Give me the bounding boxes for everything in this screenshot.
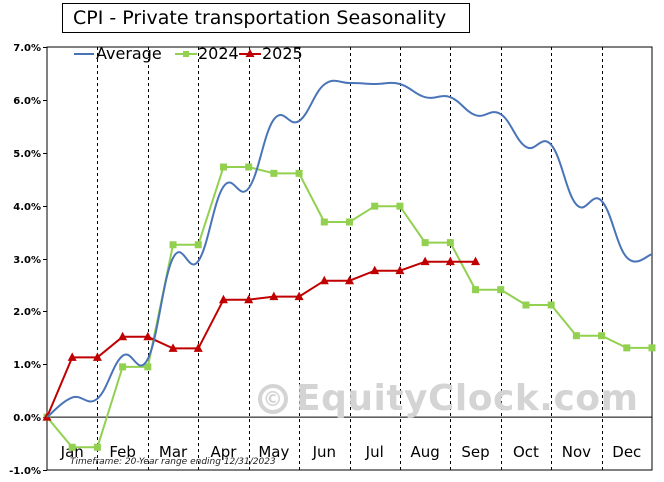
- series-point-2024: [93, 443, 101, 451]
- x-tick-label: May: [258, 443, 289, 461]
- x-tick-label: Nov: [562, 443, 591, 461]
- series-point-2024: [295, 169, 303, 177]
- y-tick-label: 4.0%: [13, 202, 41, 213]
- series-point-2024: [497, 286, 505, 294]
- series-point-2025: [395, 265, 405, 275]
- series-point-2024: [623, 344, 631, 352]
- series-point-2024: [446, 239, 454, 247]
- series-point-2024: [68, 443, 76, 451]
- legend-swatch-2024: [175, 51, 197, 57]
- y-tick-label: 1.0%: [13, 360, 41, 371]
- chart-title: CPI - Private transportation Seasonality: [73, 7, 447, 29]
- series-point-2024: [194, 241, 202, 249]
- series-point-2024: [346, 218, 353, 226]
- series-point-2024: [144, 363, 152, 371]
- y-tick-label: 0.0%: [13, 413, 41, 424]
- series-point-2024: [169, 241, 177, 249]
- series-point-2024: [219, 163, 227, 171]
- series-point-2024: [396, 202, 404, 210]
- series-point-2024: [270, 169, 278, 177]
- series-point-2025: [168, 343, 178, 352]
- y-tick-label: 7.0%: [13, 43, 41, 54]
- series-point-2025: [445, 256, 455, 266]
- y-tick-label: 2.0%: [13, 307, 41, 318]
- series-point-2024: [547, 301, 555, 309]
- y-tick-label: 6.0%: [13, 96, 41, 107]
- series-point-2024: [421, 239, 429, 247]
- x-tick-label: Jun: [312, 443, 336, 461]
- series-point-2025: [244, 294, 254, 304]
- x-tick-label: Apr: [210, 443, 237, 461]
- y-tick-label: 3.0%: [13, 255, 41, 266]
- legend-swatch-2025: [239, 49, 261, 57]
- series-point-2025: [193, 343, 203, 352]
- series-point-2025: [294, 291, 304, 301]
- series-point-2025: [143, 331, 153, 341]
- series-point-2024: [320, 218, 328, 226]
- x-tick-label: Dec: [612, 443, 641, 461]
- series-point-2025: [67, 352, 77, 361]
- copyright-icon: ©: [258, 384, 288, 414]
- series-line-average: [46, 79, 653, 418]
- x-tick-label: Mar: [159, 443, 188, 461]
- series-point-2025: [471, 256, 481, 266]
- series-point-2024: [648, 344, 656, 352]
- series-point-2024: [472, 286, 480, 294]
- series-point-2025: [420, 256, 430, 266]
- x-tick-label: Aug: [410, 443, 439, 461]
- legend-label-average: Average: [96, 44, 162, 63]
- legend-label-2024: 2024: [198, 44, 239, 63]
- timeframe-note: Timeframe: 20-Year range ending 12/31/20…: [70, 457, 276, 467]
- series-point-2025: [118, 331, 128, 341]
- y-tick-label: -1.0%: [9, 466, 41, 477]
- series-point-2025: [218, 294, 228, 304]
- series-point-2025: [92, 352, 102, 361]
- watermark-text: EquityClock.com: [296, 378, 639, 419]
- x-tick-label: Oct: [513, 443, 539, 461]
- chart-title-box: CPI - Private transportation Seasonality: [62, 3, 470, 33]
- series-point-2024: [245, 163, 253, 171]
- series-point-2024: [119, 363, 127, 371]
- x-tick-label: Feb: [109, 443, 136, 461]
- series-point-2025: [319, 275, 329, 285]
- legend-swatch-average: [74, 53, 94, 55]
- series-point-2024: [598, 332, 606, 340]
- watermark: © EquityClock.com: [258, 378, 639, 419]
- x-tick-label: Jul: [365, 443, 384, 461]
- series-point-2024: [572, 332, 580, 340]
- series-point-2024: [522, 301, 530, 309]
- series-point-2025: [370, 265, 380, 275]
- series-point-2025: [345, 275, 354, 285]
- y-tick-label: 5.0%: [13, 149, 41, 160]
- series-point-2025: [269, 291, 279, 301]
- legend-label-2025: 2025: [262, 44, 303, 63]
- series-point-2024: [371, 202, 379, 210]
- x-tick-label: Sep: [461, 443, 489, 461]
